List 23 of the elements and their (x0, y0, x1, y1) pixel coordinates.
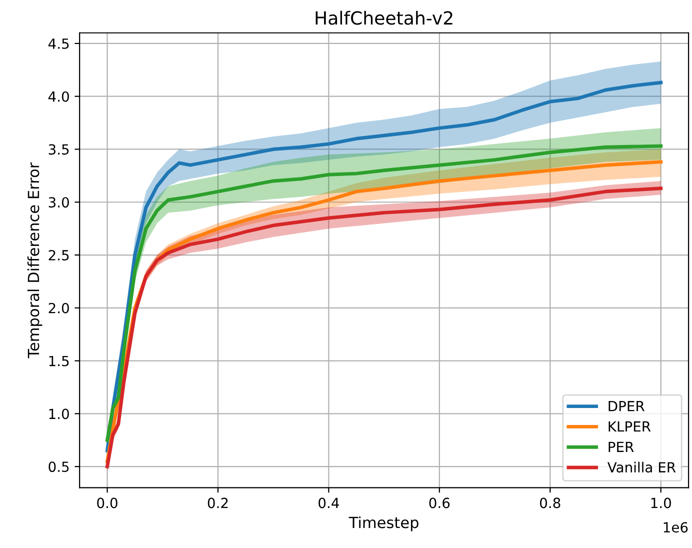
y-tick-label: 0.5 (48, 462, 69, 472)
text: 1e6 (664, 522, 688, 533)
y-tick-label: 4.5 (48, 38, 69, 49)
x-tick-label: 0.4 (318, 498, 339, 508)
legend-label: KLPER (608, 421, 651, 432)
legend-label: Vanilla ER (607, 462, 676, 473)
y-tick-label: 1.5 (49, 356, 69, 366)
x-axis-title: Timestep (348, 516, 418, 532)
legend-label: PER (608, 442, 634, 452)
y-tick-label: 3.5 (48, 144, 69, 155)
x-tick-label: 1.0 (651, 498, 671, 508)
y-tick-label: 2.0 (48, 302, 69, 314)
y-axis-title: Temporal Difference Error (27, 162, 42, 358)
y-tick-label: 4.0 (48, 91, 69, 102)
x-tick-label: 0.6 (429, 498, 450, 508)
legend-label: DPER (608, 401, 644, 412)
y-tick-label: 2.5 (48, 250, 69, 260)
x-tick-label: 0.0 (97, 498, 118, 508)
x-tick-label: 0.2 (208, 498, 228, 508)
y-tick-label: 3.0 (48, 197, 69, 208)
x-tick-label: 0.8 (540, 498, 560, 508)
chart-title: HalfCheetah-v2 (316, 10, 452, 25)
y-tick-label: 1.0 (49, 408, 69, 420)
